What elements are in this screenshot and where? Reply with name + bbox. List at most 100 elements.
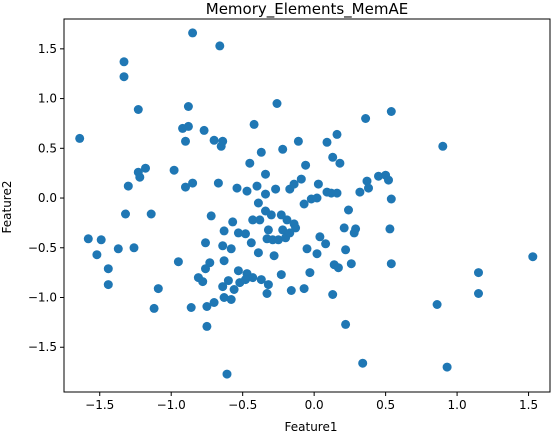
data-point bbox=[333, 263, 343, 273]
x-tick-label: −1.0 bbox=[157, 398, 186, 412]
data-point bbox=[123, 181, 133, 191]
data-point bbox=[374, 171, 383, 181]
data-point bbox=[199, 125, 209, 135]
data-point bbox=[92, 250, 102, 260]
data-point bbox=[206, 211, 216, 221]
data-point bbox=[341, 319, 351, 329]
data-point bbox=[332, 188, 342, 198]
data-point bbox=[339, 223, 349, 233]
data-point bbox=[201, 238, 210, 248]
data-point bbox=[386, 194, 396, 204]
data-point bbox=[141, 163, 150, 173]
data-point bbox=[119, 57, 129, 67]
data-point bbox=[255, 215, 265, 225]
data-point bbox=[181, 136, 190, 146]
data-point bbox=[272, 99, 282, 108]
data-point bbox=[241, 229, 250, 239]
data-point bbox=[202, 321, 212, 331]
data-point bbox=[209, 298, 219, 307]
data-point bbox=[253, 248, 263, 258]
data-point bbox=[103, 264, 113, 274]
data-point bbox=[146, 209, 156, 219]
data-point bbox=[198, 277, 208, 287]
data-point bbox=[246, 238, 256, 248]
data-point bbox=[183, 121, 193, 131]
data-point bbox=[248, 273, 258, 283]
data-point bbox=[328, 290, 338, 299]
data-point bbox=[169, 165, 179, 175]
data-point bbox=[96, 235, 106, 245]
data-point bbox=[215, 41, 225, 51]
y-axis-label: Feature2 bbox=[0, 181, 14, 234]
data-point bbox=[153, 284, 163, 294]
data-point bbox=[276, 270, 286, 280]
data-point bbox=[188, 28, 198, 38]
data-point bbox=[315, 232, 325, 242]
data-point bbox=[226, 295, 236, 304]
data-point bbox=[262, 289, 272, 298]
data-point bbox=[129, 243, 139, 253]
data-point bbox=[186, 303, 196, 312]
data-point bbox=[173, 257, 183, 267]
data-point bbox=[322, 137, 332, 147]
y-tick-label: −1.5 bbox=[28, 340, 57, 354]
data-point bbox=[233, 228, 243, 238]
data-point bbox=[226, 244, 236, 254]
data-point bbox=[438, 141, 448, 151]
y-tick-label: 1.5 bbox=[38, 42, 57, 56]
data-point bbox=[302, 244, 312, 254]
data-point bbox=[253, 198, 263, 208]
data-point bbox=[119, 72, 129, 82]
data-point bbox=[385, 224, 395, 234]
data-point bbox=[344, 205, 353, 215]
data-point bbox=[282, 215, 292, 225]
data-point bbox=[188, 178, 198, 188]
data-point bbox=[278, 225, 288, 235]
data-point bbox=[121, 209, 130, 219]
data-point bbox=[241, 275, 250, 285]
data-point bbox=[299, 284, 309, 294]
data-point bbox=[213, 178, 223, 188]
data-point bbox=[219, 256, 229, 266]
data-point bbox=[219, 293, 229, 302]
data-point bbox=[346, 259, 356, 269]
data-point bbox=[263, 225, 273, 235]
data-point bbox=[242, 186, 252, 196]
data-point bbox=[321, 239, 331, 249]
data-point bbox=[256, 147, 266, 157]
data-point bbox=[248, 215, 258, 225]
data-point bbox=[149, 303, 159, 313]
data-point bbox=[312, 193, 322, 203]
data-point bbox=[113, 244, 123, 254]
y-axis-ticks: −1.5 −1.0 −0.5 0.0 0.5 1.0 1.5 bbox=[28, 42, 64, 354]
data-point bbox=[218, 241, 228, 251]
data-point bbox=[202, 302, 212, 311]
data-point bbox=[273, 235, 283, 245]
data-point bbox=[305, 268, 315, 278]
x-tick-label: 1.0 bbox=[448, 398, 467, 412]
x-tick-label: −0.5 bbox=[228, 398, 257, 412]
data-point bbox=[296, 174, 306, 184]
data-point bbox=[233, 266, 243, 276]
data-point bbox=[335, 158, 345, 168]
data-point bbox=[245, 158, 255, 168]
data-point bbox=[442, 362, 452, 372]
data-point bbox=[181, 182, 190, 192]
data-point bbox=[285, 228, 295, 238]
x-tick-label: 1.5 bbox=[519, 398, 538, 412]
x-tick-label: 0.5 bbox=[376, 398, 395, 412]
data-point bbox=[269, 251, 279, 261]
data-point bbox=[528, 252, 538, 262]
data-point bbox=[328, 152, 338, 162]
data-point bbox=[351, 224, 361, 234]
data-point bbox=[183, 102, 193, 111]
plot-frame bbox=[63, 18, 551, 393]
y-tick-label: 1.0 bbox=[38, 92, 57, 106]
y-tick-label: −0.5 bbox=[28, 241, 57, 255]
x-tick-label: 0.0 bbox=[305, 398, 324, 412]
data-point bbox=[474, 268, 483, 278]
data-point bbox=[332, 129, 342, 139]
data-point bbox=[209, 135, 219, 145]
data-point bbox=[229, 285, 239, 294]
